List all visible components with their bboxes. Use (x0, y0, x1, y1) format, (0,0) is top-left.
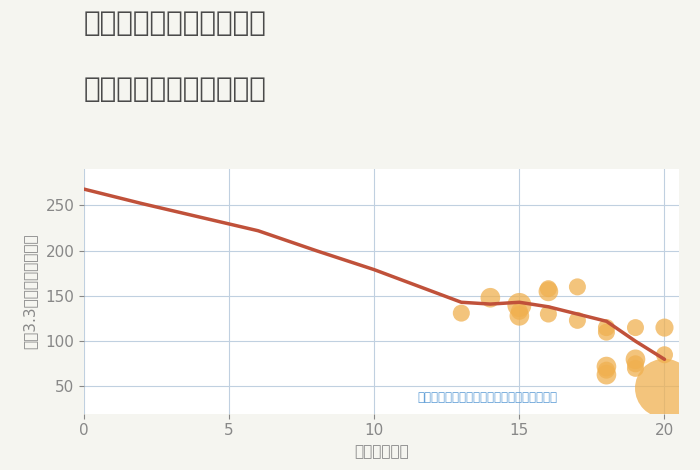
Text: 円の大きさは、取引のあった物件面積を示す: 円の大きさは、取引のあった物件面積を示す (417, 391, 557, 404)
X-axis label: 駅距離（分）: 駅距離（分） (354, 444, 409, 459)
Text: 奈良県生駒市鹿ノ台西の: 奈良県生駒市鹿ノ台西の (84, 9, 267, 38)
Y-axis label: 坪（3.3㎡）単価（万円）: 坪（3.3㎡）単価（万円） (22, 234, 37, 349)
Point (601, 324, 612, 331)
Point (630, 360, 641, 368)
Point (456, 309, 467, 317)
Point (601, 363, 612, 370)
Point (601, 371, 612, 378)
Point (659, 351, 670, 359)
Point (542, 310, 554, 318)
Point (514, 312, 525, 320)
Point (484, 294, 496, 301)
Point (601, 367, 612, 374)
Point (659, 384, 670, 392)
Point (514, 301, 525, 309)
Point (601, 329, 612, 336)
Point (542, 288, 554, 295)
Point (630, 324, 641, 331)
Point (630, 365, 641, 372)
Point (572, 283, 583, 290)
Point (542, 285, 554, 292)
Point (514, 307, 525, 315)
Point (630, 355, 641, 363)
Text: 駅距離別中古戸建て価格: 駅距離別中古戸建て価格 (84, 75, 267, 103)
Point (572, 317, 583, 324)
Point (659, 324, 670, 331)
